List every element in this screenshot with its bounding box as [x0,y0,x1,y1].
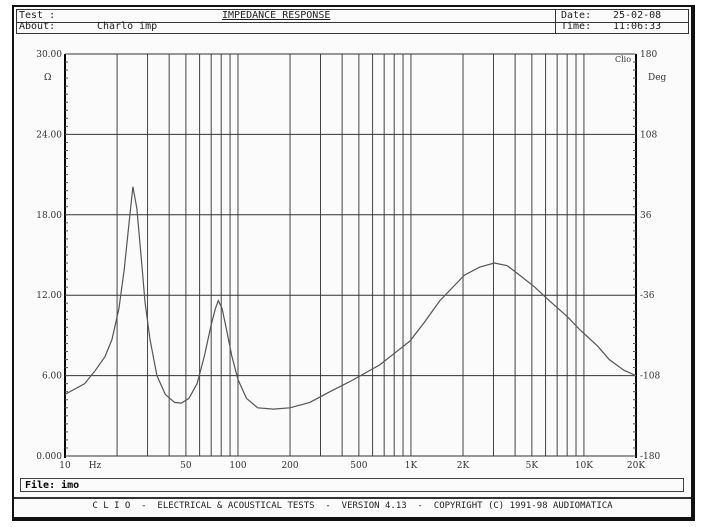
y2-tick-label: -180 [640,452,660,462]
about-value: Charlo imp [97,21,158,32]
y-tick-label: 12.00 [36,291,62,301]
impedance-curve [64,186,637,410]
y2-tick-label: -36 [640,291,655,301]
x-tick-label: 10 [59,461,71,471]
time-label: Time: [561,21,592,32]
date-value: 25-02-08 [613,10,662,21]
file-label: File: [25,480,56,491]
y-axis-unit: Ω [44,73,51,83]
about-label: About: [19,21,56,32]
y2-tick-label: 180 [640,50,657,60]
y2-tick-label: -108 [640,372,660,382]
grid [64,53,637,457]
date-label: Date: [561,10,592,21]
y-tick-label: 18.00 [36,211,62,221]
file-box: File: imo [20,478,684,492]
chart-title: IMPEDANCE RESPONSE [222,10,331,21]
x-tick-label: 1K [405,461,418,471]
x-tick-label: 20K [627,461,645,471]
y-tick-label: 6.00 [42,372,62,382]
y2-tick-label: 36 [640,211,652,221]
file-name: imo [61,480,80,491]
x-tick-label: 500 [350,461,367,471]
test-label: Test : [19,10,56,21]
y-tick-label: 0.000 [36,452,62,462]
x-tick-label: Hz [89,461,102,471]
y2-axis-unit: Deg [648,73,667,83]
x-tick-label: 5K [526,461,539,471]
y-tick-label: 24.00 [36,130,62,140]
trace-label: Clio [615,55,631,64]
header-row-about: About: Charlo imp Time: 11:06:33 [16,21,689,34]
x-tick-label: 200 [281,461,298,471]
clio-window: Test : IMPEDANCE RESPONSE Date: 25-02-08… [12,5,695,521]
x-tick-label: 10K [575,461,593,471]
axis-ticks [64,53,637,458]
axis-labels: 30.00 24.00 18.00 12.00 6.00 0.000 180 108 36 -36… [36,50,660,471]
x-tick-label: 50 [180,461,192,471]
x-tick-label: 2K [457,461,470,471]
y2-tick-label: 108 [640,130,657,140]
time-value: 11:06:33 [613,21,662,32]
y-tick-label: 30.00 [36,50,62,60]
footer-banner: C L I O - ELECTRICAL & ACOUSTICAL TESTS … [14,497,691,513]
header-row-test: Test : IMPEDANCE RESPONSE Date: 25-02-08 [16,9,689,23]
x-tick-label: 100 [229,461,246,471]
